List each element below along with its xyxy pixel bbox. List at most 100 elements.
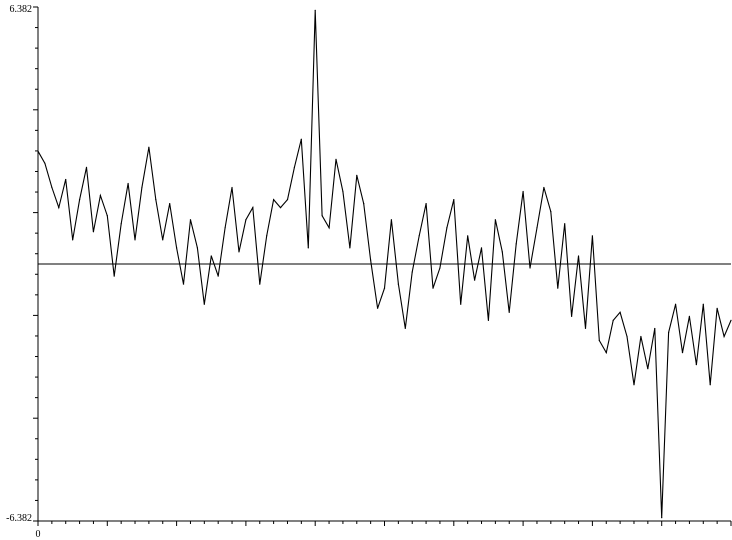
data-point bbox=[515, 243, 517, 245]
data-point bbox=[411, 271, 413, 273]
data-point bbox=[501, 251, 503, 253]
data-point bbox=[169, 202, 171, 205]
data-point bbox=[148, 146, 150, 148]
data-point bbox=[106, 215, 108, 217]
data-point bbox=[453, 198, 455, 201]
data-point bbox=[189, 219, 192, 221]
data-point bbox=[529, 267, 531, 269]
data-point bbox=[550, 211, 552, 213]
data-point bbox=[432, 287, 434, 289]
data-point bbox=[231, 186, 233, 189]
data-point bbox=[314, 9, 316, 11]
data-point bbox=[605, 351, 607, 354]
data-point bbox=[446, 227, 448, 229]
data-point bbox=[155, 198, 157, 201]
data-point bbox=[238, 251, 240, 253]
data-point bbox=[695, 364, 697, 366]
data-point bbox=[626, 335, 628, 338]
data-point bbox=[730, 319, 732, 321]
data-point bbox=[51, 186, 53, 189]
data-point bbox=[654, 327, 656, 330]
data-point bbox=[522, 190, 524, 193]
data-point bbox=[65, 178, 67, 181]
data-point bbox=[716, 307, 718, 309]
data-point bbox=[58, 207, 60, 209]
y-min-tick-label: -6.382 bbox=[6, 513, 32, 524]
data-point bbox=[598, 339, 600, 342]
data-point bbox=[473, 279, 476, 281]
data-point bbox=[120, 223, 122, 225]
data-point bbox=[543, 186, 545, 189]
data-point bbox=[702, 303, 704, 305]
data-point bbox=[536, 227, 538, 229]
data-point bbox=[162, 239, 164, 241]
data-point bbox=[681, 351, 684, 354]
data-point bbox=[619, 311, 621, 313]
data-point bbox=[564, 223, 566, 225]
data-point bbox=[44, 162, 46, 164]
data-point bbox=[72, 239, 74, 241]
data-point bbox=[224, 227, 226, 229]
data-point bbox=[668, 331, 670, 334]
data-point bbox=[37, 150, 39, 152]
data-point bbox=[78, 198, 81, 201]
data-point bbox=[404, 327, 406, 330]
data-point bbox=[425, 202, 427, 205]
data-point bbox=[85, 166, 88, 168]
data-point bbox=[397, 283, 399, 285]
data-point bbox=[300, 138, 302, 140]
data-point bbox=[633, 384, 635, 386]
data-point bbox=[674, 303, 677, 305]
data-point bbox=[293, 166, 296, 168]
data-point bbox=[508, 311, 510, 313]
data-point bbox=[259, 283, 261, 285]
data-point bbox=[321, 215, 323, 217]
data-point bbox=[141, 186, 143, 189]
data-point bbox=[418, 235, 420, 237]
data-point bbox=[723, 335, 725, 338]
axes bbox=[33, 6, 732, 526]
data-point bbox=[342, 190, 344, 193]
data-point bbox=[661, 517, 663, 519]
data-point bbox=[92, 231, 95, 233]
data-point bbox=[480, 247, 483, 249]
data-point bbox=[176, 247, 178, 249]
data-point bbox=[99, 194, 101, 197]
data-point bbox=[245, 219, 247, 221]
data-point bbox=[182, 283, 185, 285]
data-point bbox=[577, 255, 580, 257]
data-point bbox=[217, 275, 219, 277]
data-point bbox=[203, 303, 205, 305]
data-point bbox=[557, 287, 559, 289]
data-point bbox=[127, 182, 129, 185]
data-point bbox=[640, 335, 642, 338]
data-point bbox=[439, 267, 441, 269]
data-point bbox=[709, 384, 711, 386]
data-point bbox=[584, 327, 587, 330]
x-start-tick-label: 0 bbox=[36, 529, 41, 540]
data-point bbox=[363, 202, 365, 205]
data-point bbox=[356, 174, 358, 177]
data-point bbox=[383, 287, 386, 289]
data-point bbox=[494, 219, 496, 221]
data-point bbox=[252, 207, 254, 209]
data-point bbox=[376, 307, 379, 309]
data-point bbox=[370, 259, 372, 261]
data-point bbox=[647, 368, 649, 370]
data-point bbox=[286, 198, 289, 201]
data-point bbox=[196, 247, 198, 249]
data-point bbox=[279, 207, 282, 209]
data-point bbox=[113, 275, 115, 277]
data-point bbox=[390, 219, 393, 221]
data-point bbox=[273, 198, 275, 201]
data-point bbox=[307, 247, 309, 249]
data-point bbox=[591, 235, 594, 237]
data-points bbox=[37, 9, 732, 519]
y-max-tick-label: 6.382 bbox=[10, 4, 33, 15]
data-point bbox=[134, 239, 136, 241]
data-point bbox=[467, 235, 469, 237]
data-point bbox=[328, 227, 330, 229]
data-point bbox=[335, 158, 337, 160]
data-point bbox=[487, 319, 490, 321]
